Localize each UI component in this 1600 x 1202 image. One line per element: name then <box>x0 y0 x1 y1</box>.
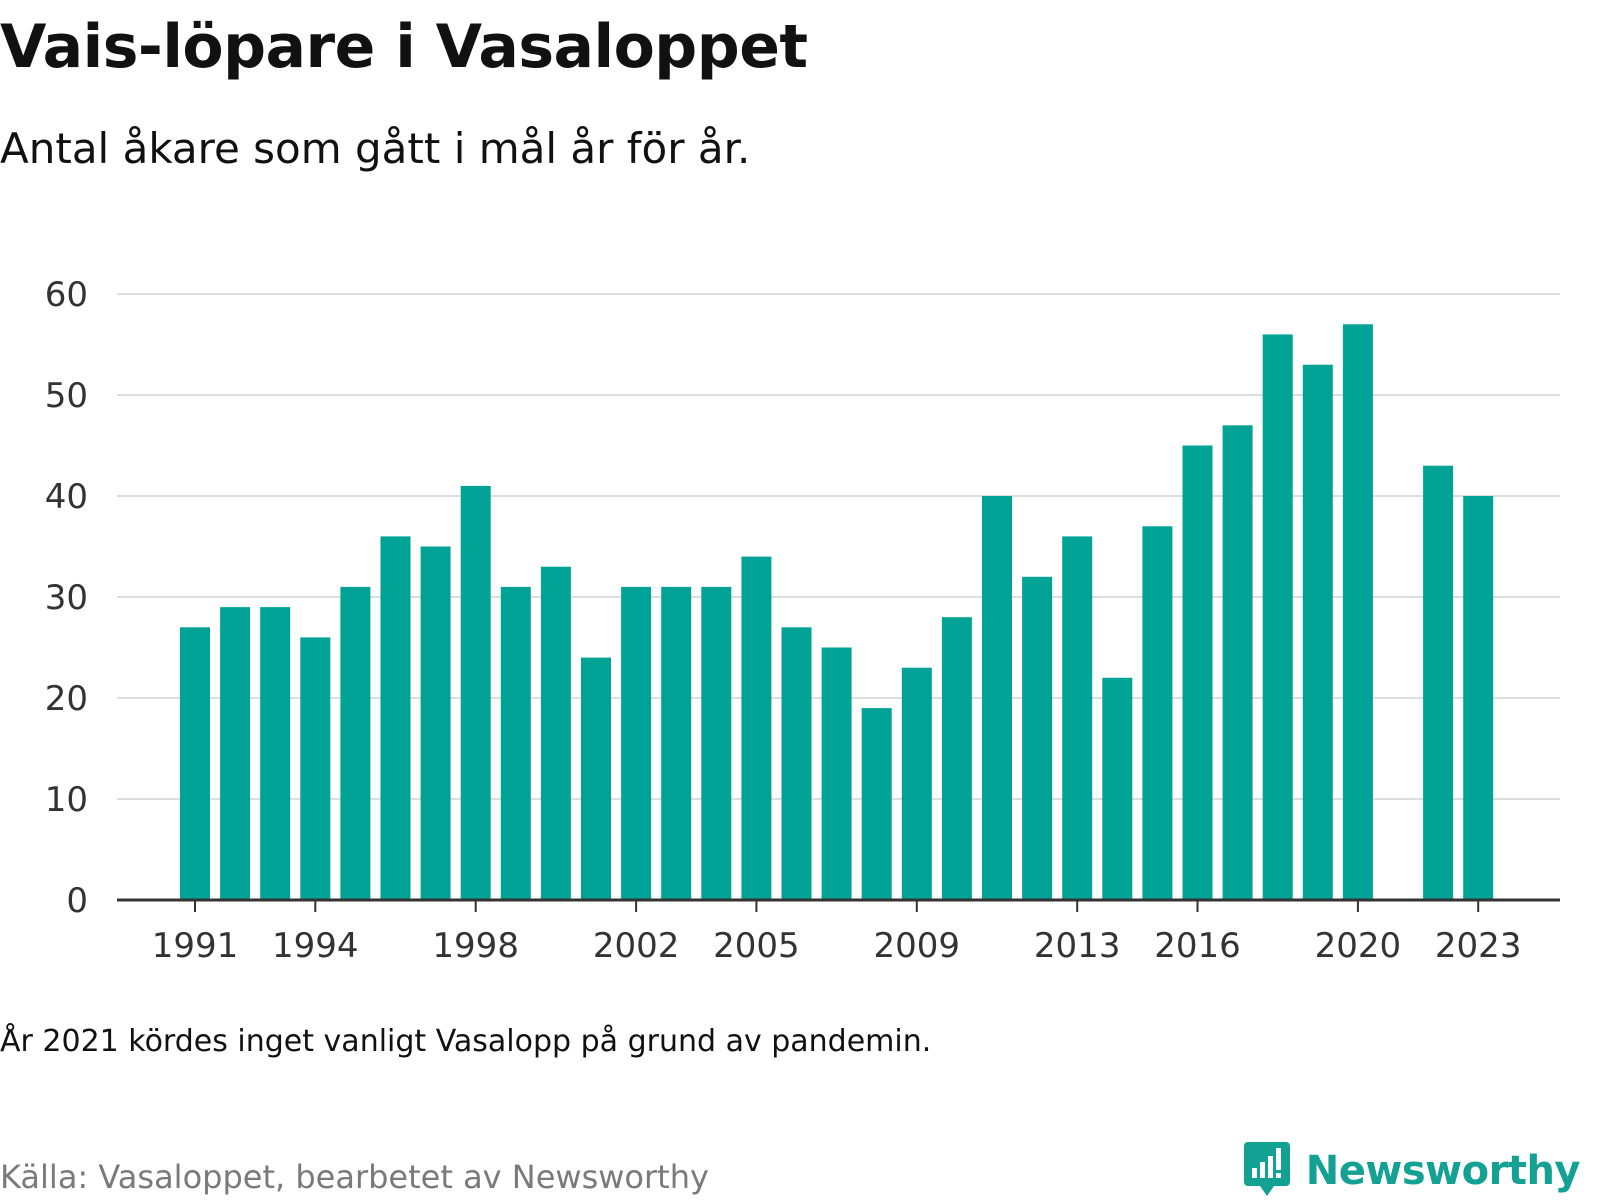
bar-2016[interactable] <box>1182 445 1213 901</box>
bar-2002[interactable] <box>621 586 652 900</box>
bars <box>180 324 1494 901</box>
bar-2008[interactable] <box>861 708 892 900</box>
x-tick-label: 2020 <box>1315 926 1402 966</box>
chart-note: År 2021 kördes inget vanligt Vasalopp på… <box>0 1024 932 1059</box>
x-tick-label: 2016 <box>1154 926 1241 966</box>
bar-2004[interactable] <box>701 586 732 900</box>
chart-subtitle: Antal åkare som gått i mål år för år. <box>0 124 751 173</box>
bar-2006[interactable] <box>781 627 812 900</box>
x-tick-label: 2002 <box>593 926 680 966</box>
bar-2001[interactable] <box>581 657 611 900</box>
bar-2014[interactable] <box>1102 677 1133 900</box>
y-tick-label: 10 <box>45 780 88 820</box>
bar-1994[interactable] <box>300 637 331 900</box>
bar-2013[interactable] <box>1062 536 1093 900</box>
source-text: Källa: Vasaloppet, bearbetet av Newswort… <box>0 1158 709 1196</box>
bar-1996[interactable] <box>380 536 411 900</box>
bar-1993[interactable] <box>260 607 291 900</box>
bar-1997[interactable] <box>420 546 451 901</box>
bar-2003[interactable] <box>661 586 692 900</box>
brand-logo[interactable]: Newsworthy <box>1242 1140 1581 1202</box>
newsworthy-logo-icon <box>1242 1140 1292 1202</box>
x-tick-label: 1991 <box>152 926 239 966</box>
y-tick-label: 50 <box>45 376 88 416</box>
x-tick-label: 2013 <box>1034 926 1121 966</box>
x-tick-label: 2023 <box>1435 926 1522 966</box>
y-tick-label: 40 <box>45 477 88 517</box>
bar-2011[interactable] <box>982 496 1012 900</box>
bar-2009[interactable] <box>901 667 932 900</box>
x-tick-label: 1998 <box>432 926 519 966</box>
bar-1992[interactable] <box>220 607 251 900</box>
x-axis <box>117 898 1560 912</box>
x-tick-label: 2009 <box>874 926 961 966</box>
bar-2007[interactable] <box>821 647 852 901</box>
bar-2017[interactable] <box>1222 425 1253 900</box>
chart-title: Vais-löpare i Vasaloppet <box>0 12 808 82</box>
bar-chart: 0 10 20 30 40 50 60 1991 1994 1998 2002 2005 2009 20… <box>45 275 1560 966</box>
y-tick-label: 30 <box>45 578 88 618</box>
y-tick-label: 0 <box>66 881 88 921</box>
x-tick-labels: 1991 1994 1998 2002 2005 2009 2013 2016 2020 2023 <box>152 926 1522 966</box>
y-tick-label: 60 <box>45 275 88 315</box>
x-tick-label: 2005 <box>713 926 800 966</box>
bar-2019[interactable] <box>1302 364 1333 900</box>
bar-1999[interactable] <box>500 586 531 900</box>
bar-1998[interactable] <box>460 485 491 900</box>
bar-2005[interactable] <box>741 556 772 900</box>
y-tick-label: 20 <box>45 679 88 719</box>
bar-2022[interactable] <box>1423 465 1454 900</box>
bar-2010[interactable] <box>941 617 972 900</box>
bar-2000[interactable] <box>540 566 571 900</box>
x-tick-label: 1994 <box>272 926 359 966</box>
bar-1995[interactable] <box>340 586 371 900</box>
bar-1991[interactable] <box>180 627 210 900</box>
bar-2023[interactable] <box>1463 496 1494 900</box>
bar-2015[interactable] <box>1142 526 1173 900</box>
y-tick-labels: 0 10 20 30 40 50 60 <box>45 275 88 921</box>
bar-2012[interactable] <box>1022 576 1053 900</box>
brand-name: Newsworthy <box>1305 1148 1581 1194</box>
bar-2018[interactable] <box>1262 334 1293 900</box>
bar-2020[interactable] <box>1342 324 1373 900</box>
